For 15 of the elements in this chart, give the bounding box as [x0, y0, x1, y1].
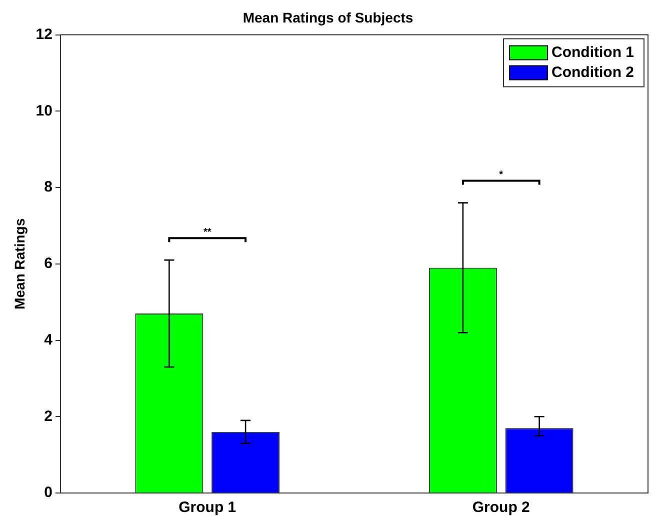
y-tick-label: 12 [36, 26, 52, 43]
y-tick-label: 4 [44, 331, 54, 348]
annotation: ** [203, 226, 212, 238]
legend-label: Condition 1 [552, 44, 634, 61]
x-tick-label: Group 1 [178, 499, 236, 516]
legend-label: Condition 2 [552, 64, 634, 81]
x-tick-label: Group 2 [472, 499, 530, 516]
y-axis-title: Mean Ratings [11, 218, 28, 310]
y-tick-label: 2 [44, 408, 52, 425]
chart-title: Mean Ratings of Subjects [242, 9, 414, 26]
annotation: * [499, 170, 504, 181]
y-tick-label: 0 [44, 484, 52, 502]
y-tick-label: 10 [36, 102, 52, 120]
y-tick-label: 8 [44, 178, 52, 196]
y-tick-label: 6 [44, 255, 52, 272]
